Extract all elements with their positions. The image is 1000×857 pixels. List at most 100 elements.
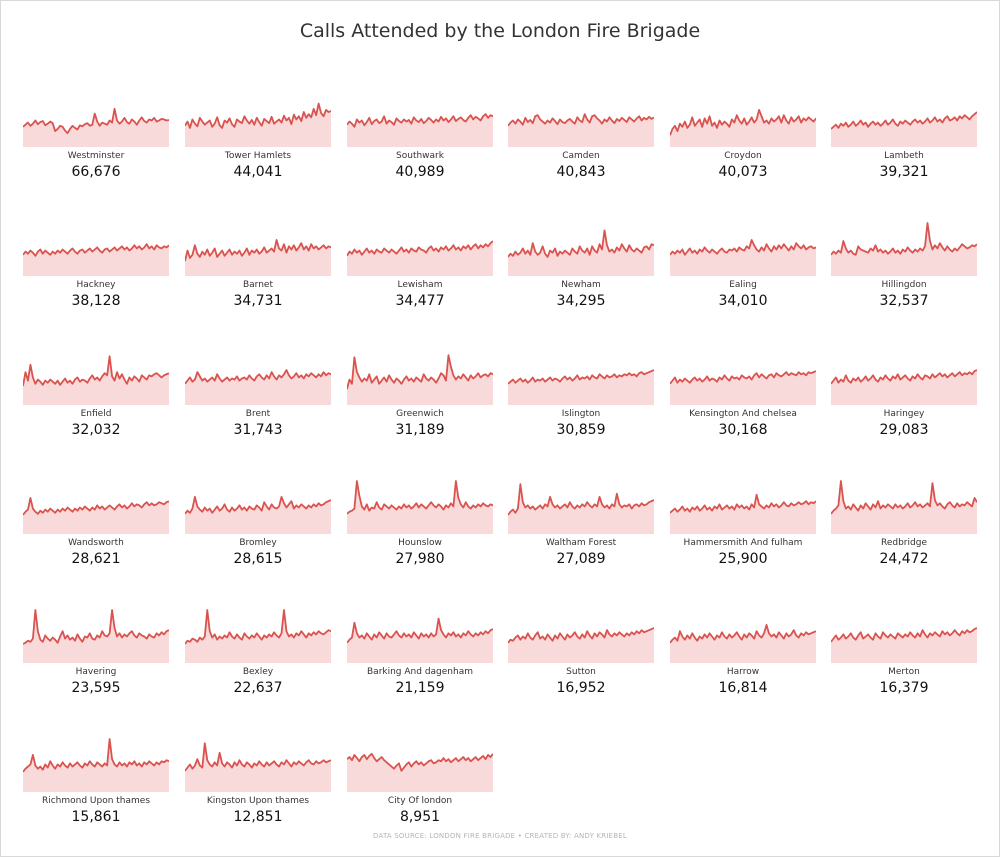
- borough-panel: Lewisham 34,477: [347, 221, 493, 321]
- borough-panel: Harrow 16,814: [670, 608, 816, 708]
- sparkline-chart: [185, 742, 331, 792]
- sparkline-line: [347, 752, 493, 772]
- sparkline-chart: [508, 627, 654, 663]
- borough-name: Bromley: [239, 538, 277, 548]
- borough-panel: Tower Hamlets 44,041: [185, 92, 331, 192]
- sparkline-area: [347, 753, 493, 792]
- sparkline-line: [508, 483, 654, 516]
- borough-name: Redbridge: [881, 538, 927, 548]
- borough-total: 16,814: [718, 680, 768, 696]
- borough-total: 8,951: [399, 809, 441, 825]
- borough-total: 25,900: [718, 551, 768, 567]
- borough-total: 29,083: [879, 422, 929, 438]
- sparkline-area: [347, 618, 493, 663]
- borough-name: Kingston Upon thames: [206, 796, 310, 806]
- sparkline-chart: [508, 369, 654, 405]
- sparkline-chart: [508, 483, 654, 534]
- borough-total: 66,676: [71, 164, 121, 180]
- borough-total: 38,128: [71, 293, 121, 309]
- sparkline-area: [670, 371, 816, 405]
- sparkline-chart: [670, 239, 816, 276]
- borough-name: Barnet: [242, 280, 273, 290]
- borough-name: Brent: [245, 409, 271, 419]
- sparkline-chart: [185, 102, 331, 147]
- sparkline-chart: [185, 369, 331, 405]
- borough-total: 40,073: [718, 164, 768, 180]
- sparkline-chart: [347, 617, 493, 663]
- borough-name: Hackney: [76, 280, 116, 290]
- sparkline-line: [347, 113, 493, 128]
- borough-panel: Richmond Upon thames 15,861: [23, 737, 169, 837]
- sparkline-area: [347, 114, 493, 147]
- borough-name: Tower Hamlets: [224, 151, 292, 161]
- borough-total: 34,010: [718, 293, 768, 309]
- borough-total: 23,595: [71, 680, 121, 696]
- borough-total: 22,637: [233, 680, 283, 696]
- sparkline-area: [23, 497, 169, 534]
- borough-total: 30,859: [556, 422, 606, 438]
- sparkline-line: [831, 369, 977, 385]
- borough-panel: Havering 23,595: [23, 608, 169, 708]
- sparkline-line: [185, 239, 331, 262]
- borough-name: Hammersmith And fulham: [683, 538, 803, 548]
- borough-total: 21,159: [395, 680, 445, 696]
- borough-panel: Hackney 38,128: [23, 221, 169, 321]
- sparkline-area: [508, 230, 654, 276]
- sparkline-area: [185, 239, 331, 276]
- sparkline-line: [347, 240, 493, 257]
- sparkline-area: [23, 356, 169, 405]
- borough-panel: Hillingdon 32,537: [831, 221, 977, 321]
- sparkline-chart: [185, 239, 331, 276]
- borough-panel: Bromley 28,615: [185, 479, 331, 579]
- sparkline-area: [185, 103, 331, 147]
- borough-panel: Greenwich 31,189: [347, 350, 493, 450]
- borough-name: Newham: [561, 280, 601, 290]
- borough-total: 12,851: [233, 809, 283, 825]
- borough-panel: Lambeth 39,321: [831, 92, 977, 192]
- borough-panel: Hammersmith And fulham 25,900: [670, 479, 816, 579]
- sparkline-area: [670, 239, 816, 276]
- sparkline-chart: [347, 752, 493, 792]
- sparkline-chart: [23, 355, 169, 405]
- sparkline-line: [670, 493, 816, 514]
- borough-panel: Redbridge 24,472: [831, 479, 977, 579]
- borough-total: 32,537: [879, 293, 929, 309]
- sparkline-area: [670, 109, 816, 147]
- sparkline-line: [23, 497, 169, 516]
- borough-name: Ealing: [729, 280, 757, 290]
- sparkline-area: [347, 481, 493, 534]
- borough-name: Harrow: [726, 667, 760, 677]
- borough-panel: Newham 34,295: [508, 221, 654, 321]
- sparkline-chart: [347, 113, 493, 147]
- sparkline-area: [347, 241, 493, 276]
- sparkline-line: [23, 107, 169, 135]
- borough-panel: Waltham Forest 27,089: [508, 479, 654, 579]
- borough-total: 40,989: [395, 164, 445, 180]
- sparkline-line: [347, 480, 493, 515]
- sparkline-chart: [23, 609, 169, 663]
- sparkline-line: [185, 369, 331, 385]
- source-footer: DATA SOURCE: LONDON FIRE BRIGADE • CREAT…: [373, 832, 627, 840]
- sparkline-line: [23, 609, 169, 645]
- sparkline-chart: [23, 497, 169, 534]
- sparkline-chart: [670, 370, 816, 405]
- borough-name: Croydon: [724, 151, 762, 161]
- sparkline-chart: [831, 111, 977, 147]
- sparkline-line: [23, 738, 169, 773]
- sparkline-chart: [185, 495, 331, 534]
- sparkline-chart: [831, 627, 977, 663]
- borough-name: Havering: [75, 667, 117, 677]
- borough-panel: Wandsworth 28,621: [23, 479, 169, 579]
- sparkline-chart: [23, 107, 169, 147]
- sparkline-line: [508, 627, 654, 644]
- borough-total: 27,980: [395, 551, 445, 567]
- sparkline-area: [831, 223, 977, 276]
- borough-name: Islington: [561, 409, 601, 419]
- sparkline-area: [670, 494, 816, 534]
- borough-name: Hounslow: [398, 538, 442, 548]
- borough-total: 39,321: [879, 164, 929, 180]
- borough-total: 44,041: [233, 164, 283, 180]
- sparkline-chart: [831, 480, 977, 534]
- borough-panel: Brent 31,743: [185, 350, 331, 450]
- sparkline-area: [185, 370, 331, 405]
